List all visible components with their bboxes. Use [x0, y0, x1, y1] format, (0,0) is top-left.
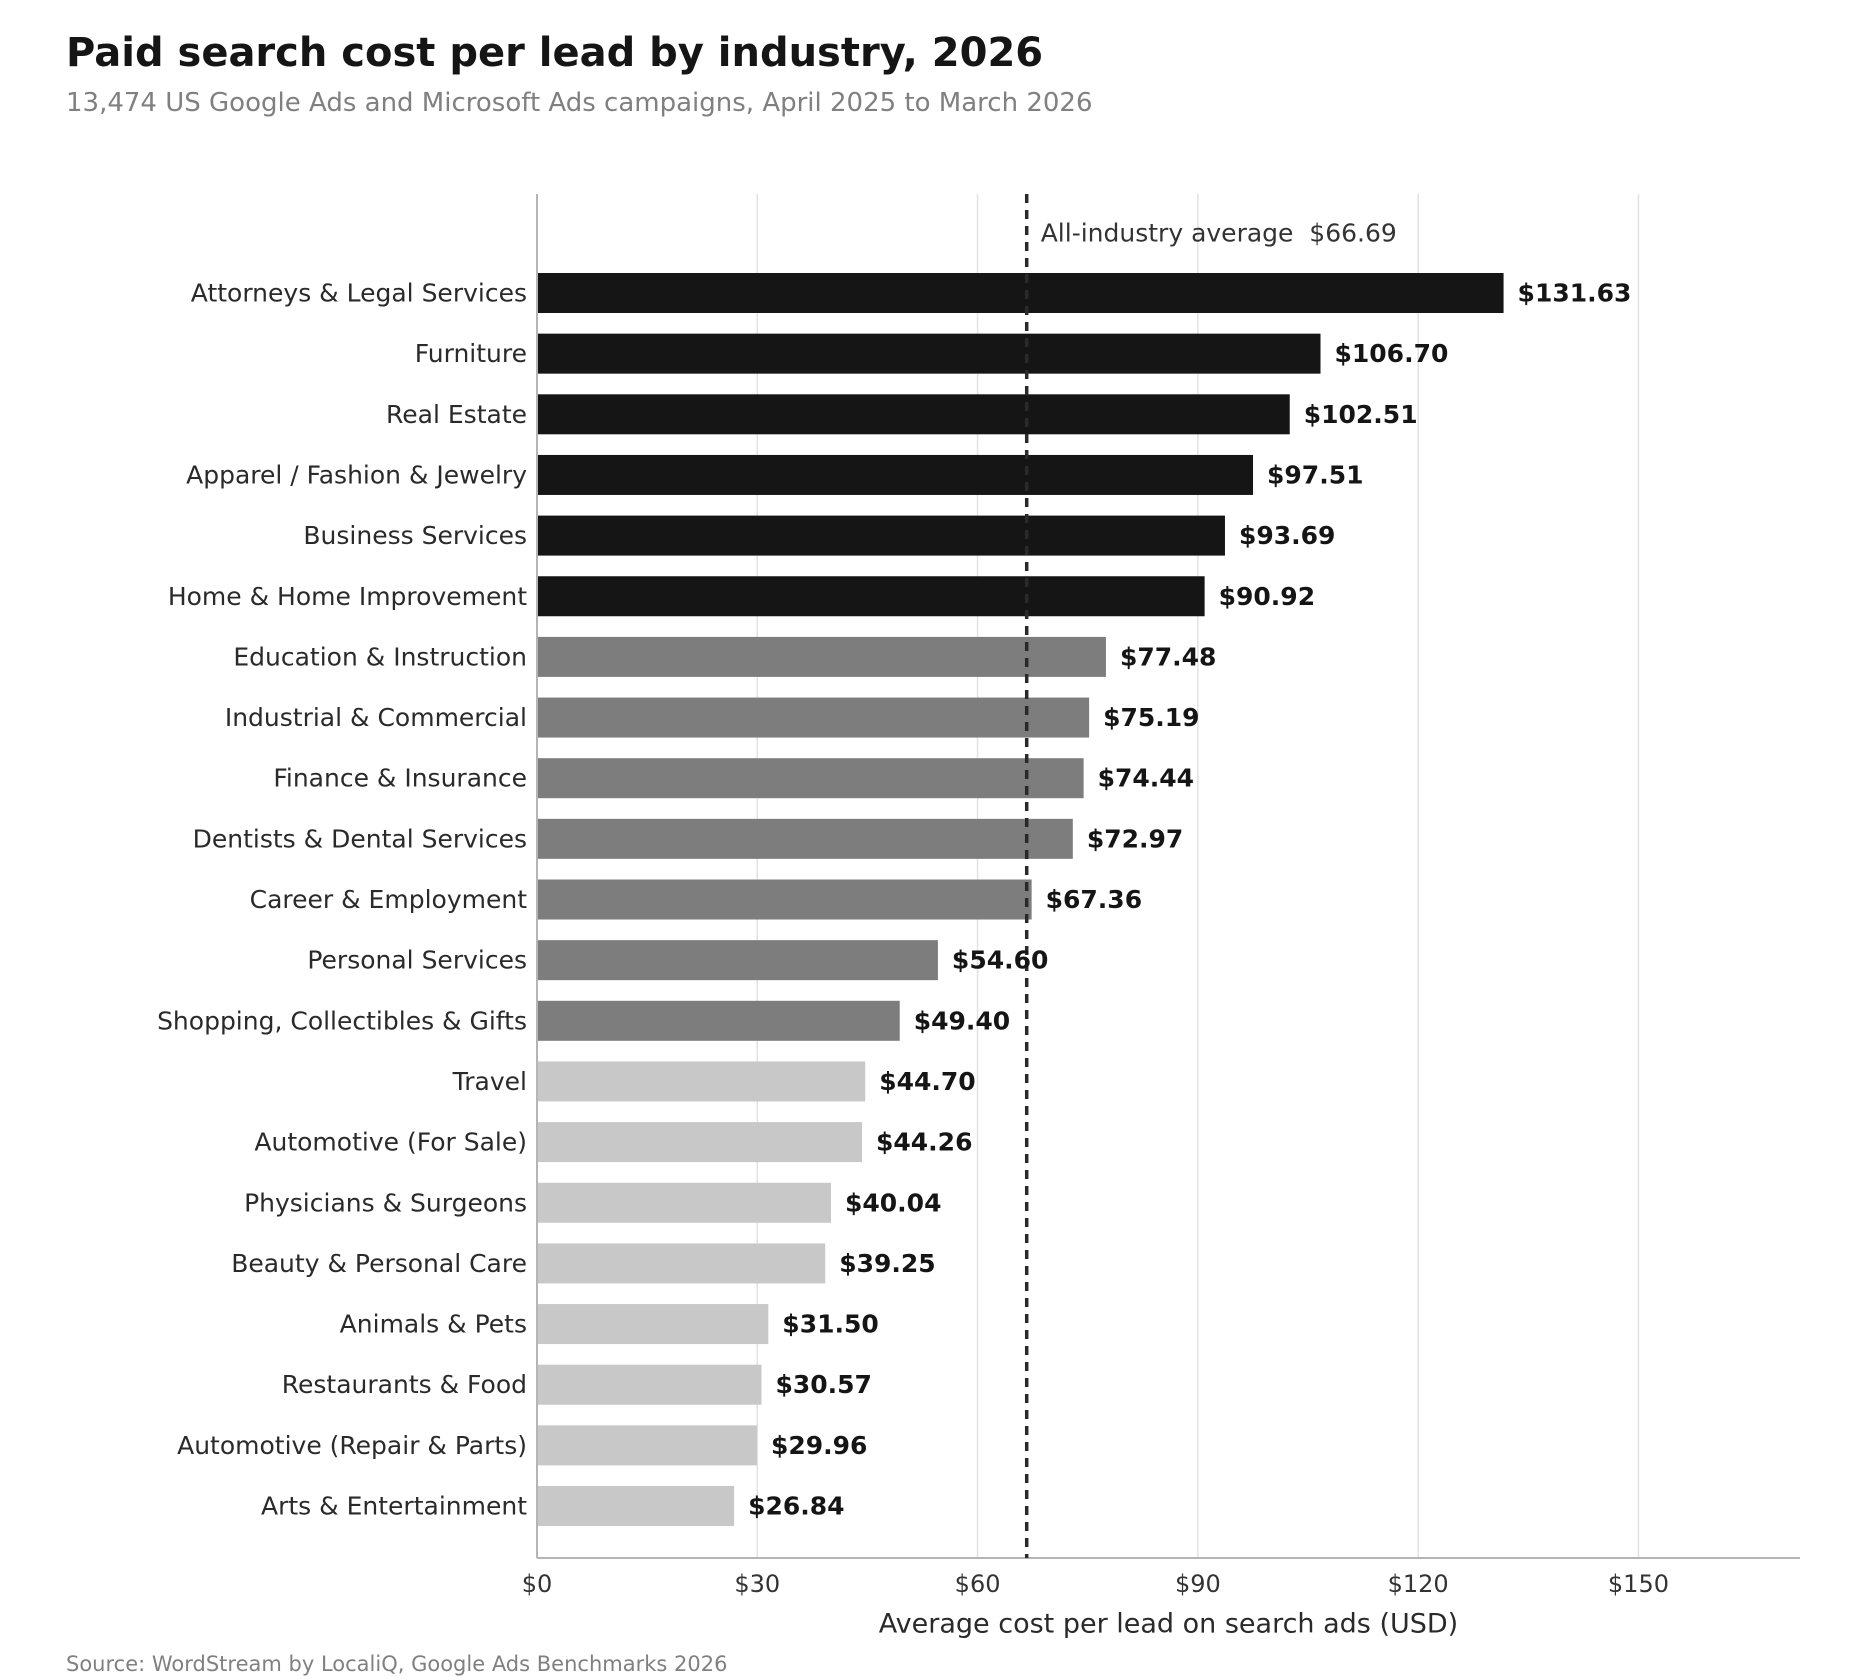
- category-label: Beauty & Personal Care: [231, 1249, 527, 1278]
- category-label: Restaurants & Food: [282, 1370, 527, 1399]
- value-label: $106.70: [1335, 339, 1449, 368]
- bar: [537, 515, 1225, 556]
- category-label: Home & Home Improvement: [168, 582, 527, 611]
- value-label: $30.57: [775, 1370, 871, 1399]
- category-label: Business Services: [303, 521, 527, 550]
- x-tick-label: $120: [1388, 1570, 1449, 1598]
- bar: [537, 1000, 900, 1041]
- x-axis-label: Average cost per lead on search ads (USD…: [879, 1609, 1458, 1640]
- bar: [537, 1425, 757, 1466]
- bar: [537, 818, 1073, 859]
- category-label: Education & Instruction: [233, 642, 527, 671]
- value-label: $67.36: [1046, 885, 1142, 914]
- value-label: $97.51: [1267, 460, 1363, 489]
- category-label: Personal Services: [307, 946, 527, 975]
- bar: [537, 636, 1106, 677]
- value-label: $131.63: [1518, 279, 1632, 308]
- value-label: $44.26: [876, 1128, 972, 1157]
- chart-subtitle: 13,474 US Google Ads and Microsoft Ads c…: [66, 88, 1093, 118]
- bar: [537, 454, 1254, 495]
- bar: [537, 1061, 866, 1102]
- bar: [537, 1304, 769, 1345]
- category-label: Travel: [452, 1067, 527, 1096]
- bar: [537, 1486, 735, 1526]
- bar: [537, 1243, 826, 1284]
- labels: Attorneys & Legal Services $131.63 Furnitu…: [157, 219, 1669, 1640]
- value-label: $40.04: [845, 1188, 941, 1217]
- bar: [537, 940, 938, 981]
- value-label: $29.96: [771, 1431, 867, 1460]
- category-label: Furniture: [415, 339, 527, 368]
- value-label: $90.92: [1219, 582, 1315, 611]
- x-tick-label: $60: [955, 1570, 1001, 1598]
- category-label: Career & Employment: [250, 885, 528, 914]
- category-label: Finance & Insurance: [273, 764, 527, 793]
- value-label: $72.97: [1087, 824, 1183, 853]
- bar: [537, 333, 1321, 374]
- value-label: $26.84: [748, 1492, 844, 1521]
- bars: [537, 273, 1504, 1526]
- value-label: $102.51: [1304, 400, 1418, 429]
- category-label: Animals & Pets: [340, 1310, 527, 1339]
- category-label: Industrial & Commercial: [225, 703, 527, 732]
- x-tick-label: $150: [1608, 1570, 1669, 1598]
- bar: [537, 758, 1084, 799]
- average-line-label: All-industry average $66.69: [1041, 219, 1397, 248]
- category-label: Automotive (For Sale): [254, 1128, 527, 1157]
- bar: [537, 879, 1032, 920]
- value-label: $93.69: [1239, 521, 1335, 550]
- value-label: $74.44: [1098, 764, 1194, 793]
- source-note: Source: WordStream by LocaliQ, Google Ad…: [66, 1652, 728, 1676]
- value-label: $54.60: [952, 946, 1048, 975]
- bar: [537, 394, 1290, 435]
- value-label: $31.50: [782, 1310, 878, 1339]
- category-label: Real Estate: [386, 400, 527, 429]
- value-label: $44.70: [879, 1067, 975, 1096]
- category-label: Dentists & Dental Services: [193, 824, 527, 853]
- x-tick-label: $90: [1175, 1570, 1221, 1598]
- x-tick-label: $30: [734, 1570, 780, 1598]
- category-label: Attorneys & Legal Services: [191, 279, 527, 308]
- bar: [537, 273, 1504, 313]
- bar: [537, 1122, 863, 1163]
- axes: [536, 194, 1800, 1559]
- value-label: $39.25: [839, 1249, 935, 1278]
- category-label: Apparel / Fashion & Jewelry: [186, 460, 527, 489]
- category-label: Automotive (Repair & Parts): [177, 1431, 527, 1460]
- category-label: Arts & Entertainment: [261, 1492, 527, 1521]
- chart-title: Paid search cost per lead by industry, 2…: [66, 30, 1044, 76]
- value-label: $77.48: [1120, 642, 1216, 671]
- bar: [537, 1182, 832, 1223]
- category-label: Shopping, Collectibles & Gifts: [157, 1006, 527, 1035]
- value-label: $49.40: [914, 1006, 1010, 1035]
- value-label: $75.19: [1103, 703, 1199, 732]
- bar: [537, 1364, 762, 1405]
- bar: [537, 697, 1090, 738]
- category-label: Physicians & Surgeons: [244, 1188, 527, 1217]
- x-tick-label: $0: [522, 1570, 553, 1598]
- bar: [537, 576, 1205, 617]
